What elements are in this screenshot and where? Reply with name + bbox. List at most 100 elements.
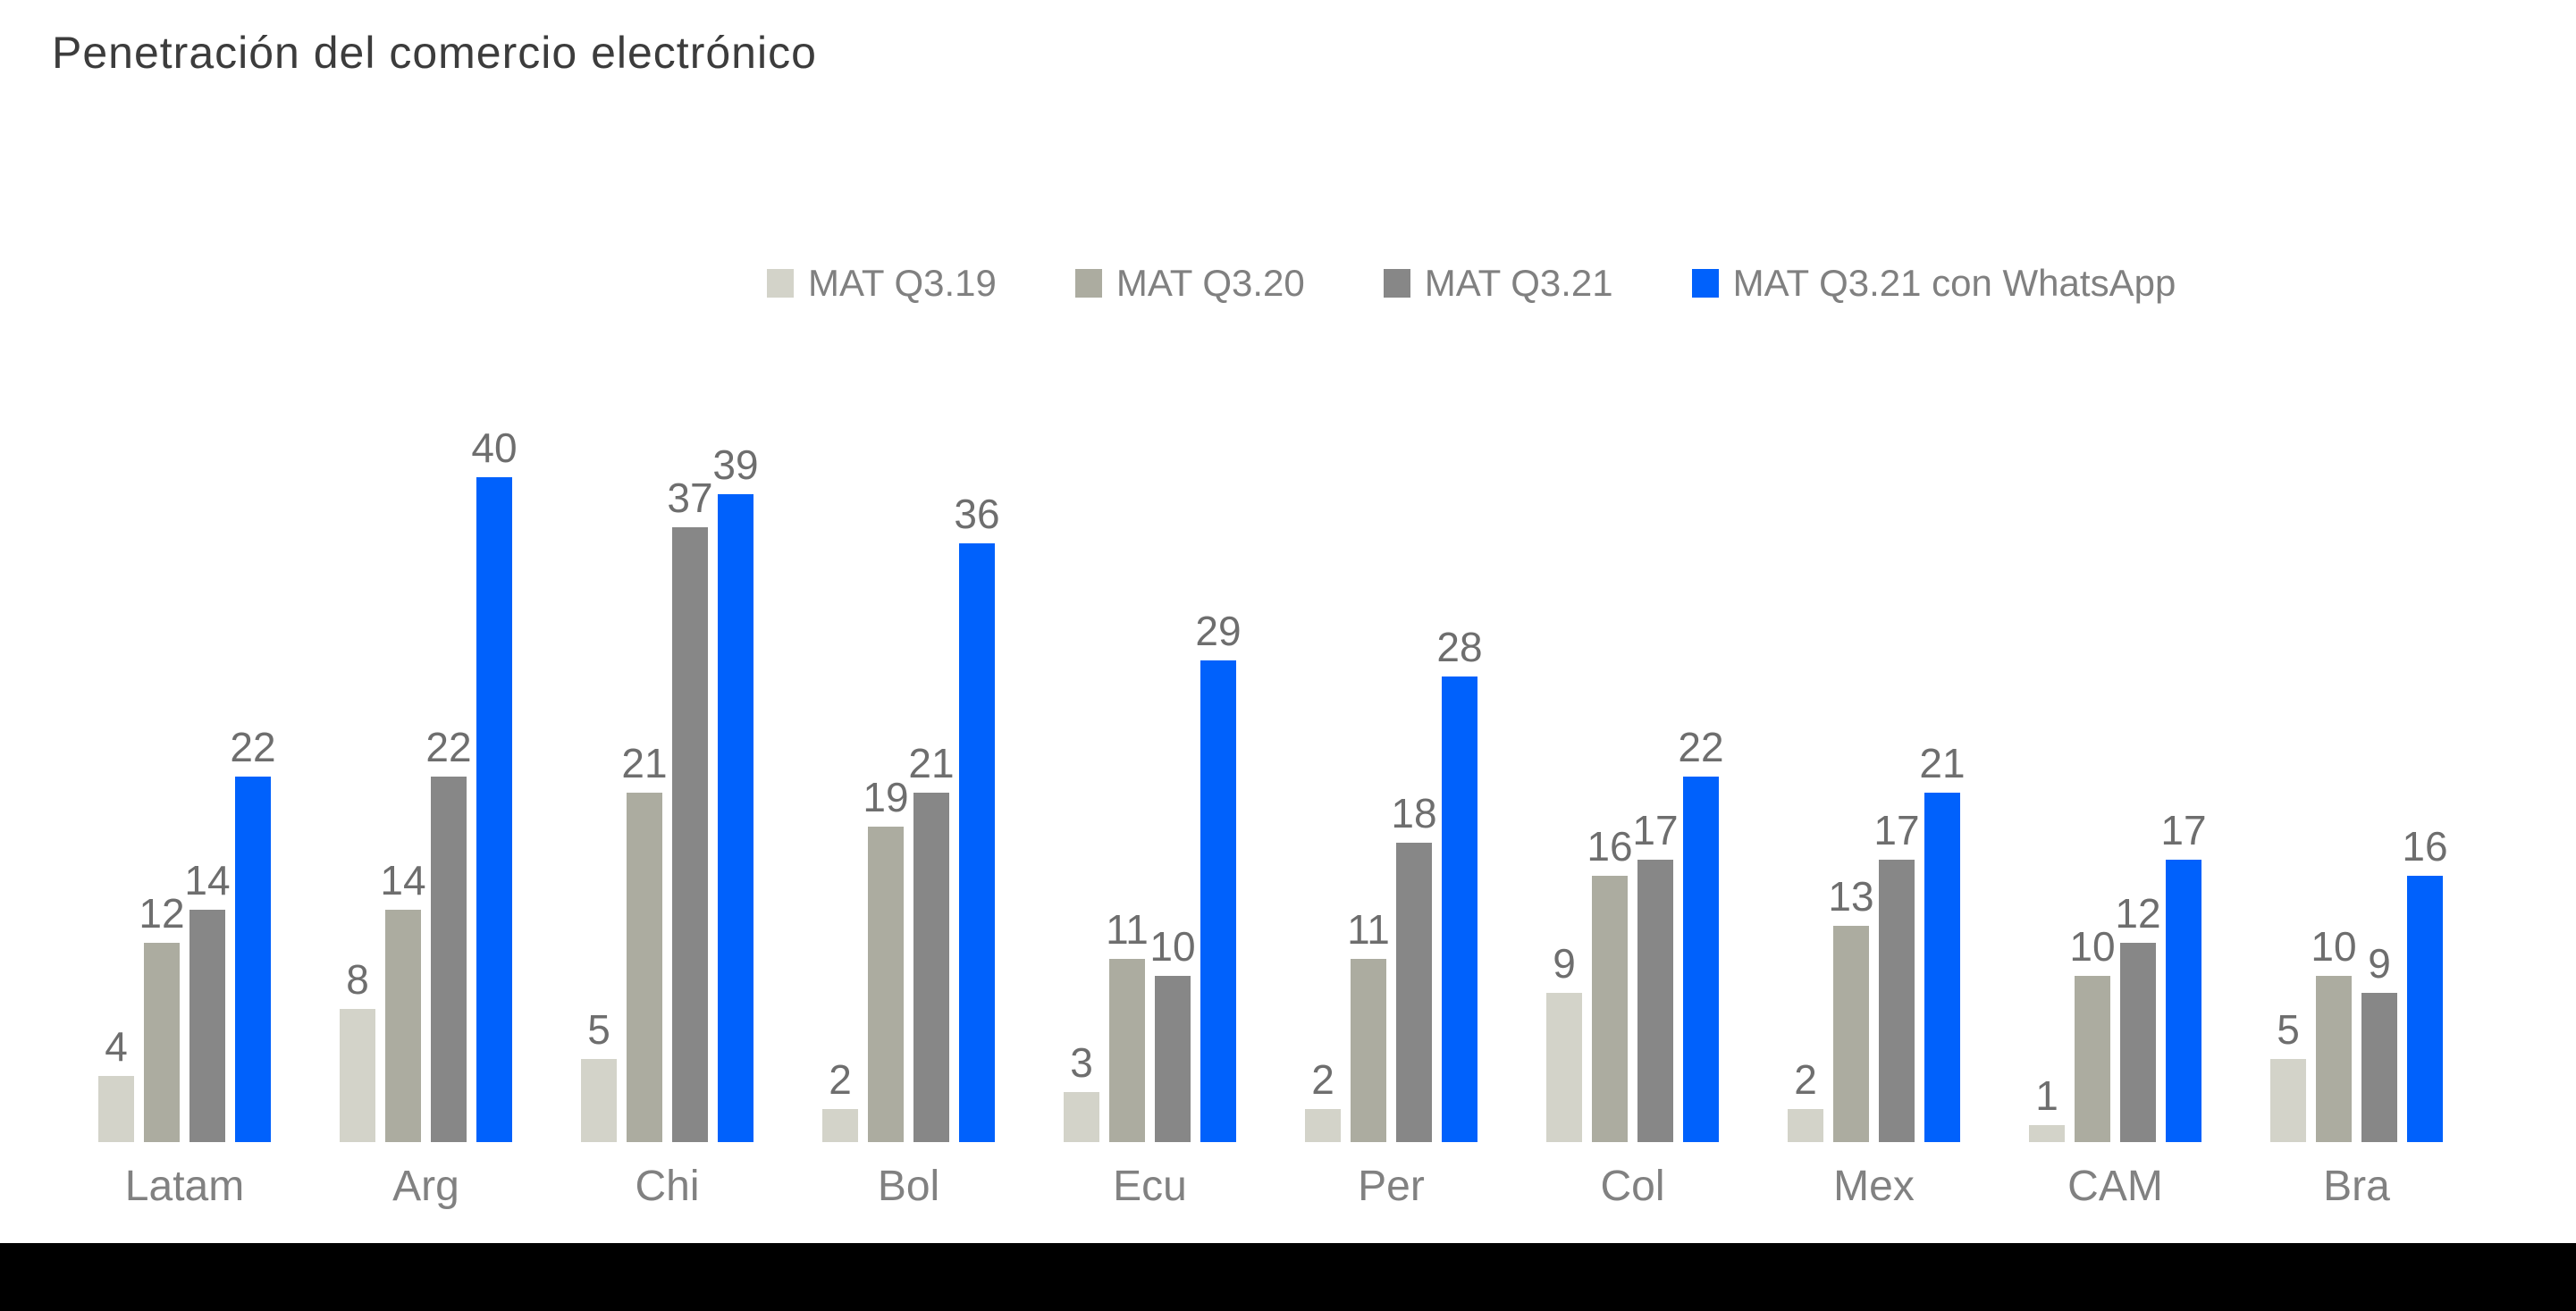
bar-group-bars: 1 10 12 17 xyxy=(2029,810,2207,1142)
bar xyxy=(913,793,949,1142)
bar xyxy=(2361,993,2397,1142)
bar-column: 2 xyxy=(1788,1059,1823,1142)
bar-value-label: 21 xyxy=(1919,740,1966,786)
bar-column: 1 xyxy=(2029,1075,2065,1142)
bar-column: 5 xyxy=(581,1009,617,1142)
bar xyxy=(385,910,421,1142)
bar-value-label: 22 xyxy=(425,724,472,770)
bar xyxy=(1833,926,1869,1142)
bar xyxy=(1351,959,1386,1142)
bar-column: 18 xyxy=(1391,793,1437,1142)
bar-value-label: 5 xyxy=(2277,1006,2300,1053)
bar-column: 16 xyxy=(1587,826,1633,1142)
bar xyxy=(1637,860,1673,1142)
bar-column: 10 xyxy=(2069,926,2116,1142)
category-label: Col xyxy=(1600,1163,1665,1210)
bar xyxy=(189,910,225,1142)
bar-value-label: 19 xyxy=(863,774,909,820)
bar-value-label: 9 xyxy=(1553,940,1576,987)
bar-column: 29 xyxy=(1195,610,1242,1142)
bar xyxy=(2270,1059,2306,1142)
bar-value-label: 5 xyxy=(587,1006,610,1053)
bar-group: 2 11 18 28 Per xyxy=(1305,626,1483,1208)
bar xyxy=(1200,660,1236,1142)
bar-column: 12 xyxy=(2115,893,2161,1142)
legend-label: MAT Q3.21 con WhatsApp xyxy=(1732,262,2176,304)
bar xyxy=(2407,876,2443,1142)
bar-value-label: 3 xyxy=(1070,1039,1093,1086)
bar xyxy=(431,777,467,1142)
bar-value-label: 9 xyxy=(2368,940,2391,987)
bar-column: 37 xyxy=(667,477,713,1142)
bar xyxy=(476,477,512,1142)
bar-column: 36 xyxy=(954,493,1000,1142)
chart-title: Penetración del comercio electrónico xyxy=(52,28,817,78)
bar-chart: 4 12 14 22 Latam 8 14 22 40 Arg 5 21 37 39 Chi 2 19 21 36 B… xyxy=(98,427,2448,1210)
bar-group-bars: 5 21 37 39 xyxy=(581,444,759,1142)
legend-label: MAT Q3.21 xyxy=(1424,262,1613,304)
bar xyxy=(1442,677,1477,1142)
bar xyxy=(868,827,904,1142)
bar xyxy=(2166,860,2201,1142)
bar-column: 17 xyxy=(1873,810,1920,1142)
bar-group-bars: 2 13 17 21 xyxy=(1788,743,1966,1142)
bar-value-label: 22 xyxy=(1678,724,1724,770)
legend-item: MAT Q3.21 con WhatsApp xyxy=(1691,262,2176,305)
bar-column: 21 xyxy=(621,743,668,1142)
bar-value-label: 16 xyxy=(2402,823,2448,870)
bar-group-bars: 2 11 18 28 xyxy=(1305,626,1483,1142)
bar-group-bars: 4 12 14 22 xyxy=(98,727,276,1142)
category-label: Ecu xyxy=(1113,1163,1187,1210)
bar-group: 2 19 21 36 Bol xyxy=(822,493,1000,1208)
footer-black-bar xyxy=(0,1243,2576,1311)
bar-group: 4 12 14 22 Latam xyxy=(98,727,276,1208)
legend-item: MAT Q3.20 xyxy=(1074,262,1305,305)
bar-value-label: 12 xyxy=(139,890,185,937)
bar-column: 4 xyxy=(98,1026,134,1142)
bar xyxy=(235,777,271,1142)
bar xyxy=(718,494,753,1142)
bar-value-label: 17 xyxy=(1632,807,1679,853)
bar-group-bars: 9 16 17 22 xyxy=(1546,727,1724,1142)
bar-group: 5 10 9 16 Bra xyxy=(2270,826,2448,1208)
bar-value-label: 10 xyxy=(2069,923,2116,970)
bar xyxy=(1109,959,1145,1142)
bar-value-label: 37 xyxy=(667,475,713,521)
bar xyxy=(340,1009,375,1142)
bar-value-label: 11 xyxy=(1106,906,1149,953)
bar-column: 22 xyxy=(425,727,472,1142)
category-label: Arg xyxy=(392,1163,459,1210)
bar xyxy=(1592,876,1628,1142)
bar-column: 3 xyxy=(1064,1042,1099,1142)
bar-column: 13 xyxy=(1828,876,1874,1142)
bar-column: 10 xyxy=(2311,926,2357,1142)
bar-column: 17 xyxy=(2160,810,2207,1142)
bar-value-label: 2 xyxy=(829,1056,852,1103)
legend-label: MAT Q3.20 xyxy=(1115,262,1305,304)
bar-value-label: 17 xyxy=(2160,807,2207,853)
bar-group-bars: 2 19 21 36 xyxy=(822,493,1000,1142)
bar xyxy=(1788,1109,1823,1142)
bar-value-label: 14 xyxy=(380,857,426,903)
bar-group: 8 14 22 40 Arg xyxy=(340,427,518,1210)
category-label: Mex xyxy=(1833,1163,1915,1210)
bar xyxy=(1683,777,1719,1142)
bar-column: 22 xyxy=(1678,727,1724,1142)
bar-column: 12 xyxy=(139,893,185,1142)
bar-column: 19 xyxy=(863,777,909,1142)
bar xyxy=(2029,1125,2065,1142)
bar-group-bars: 3 11 10 29 xyxy=(1064,610,1242,1142)
bar-value-label: 10 xyxy=(2311,923,2357,970)
bar-column: 5 xyxy=(2270,1009,2306,1142)
bar xyxy=(1155,976,1191,1142)
bar-column: 2 xyxy=(1305,1059,1341,1142)
category-label: CAM xyxy=(2067,1163,2163,1210)
bar-column: 9 xyxy=(2361,943,2397,1142)
bar-value-label: 12 xyxy=(2115,890,2161,937)
bar xyxy=(2075,976,2110,1142)
bar xyxy=(1396,843,1432,1142)
bar xyxy=(2316,976,2352,1142)
bar xyxy=(98,1076,134,1142)
bar xyxy=(672,527,708,1142)
bar-value-label: 1 xyxy=(2035,1072,2058,1119)
